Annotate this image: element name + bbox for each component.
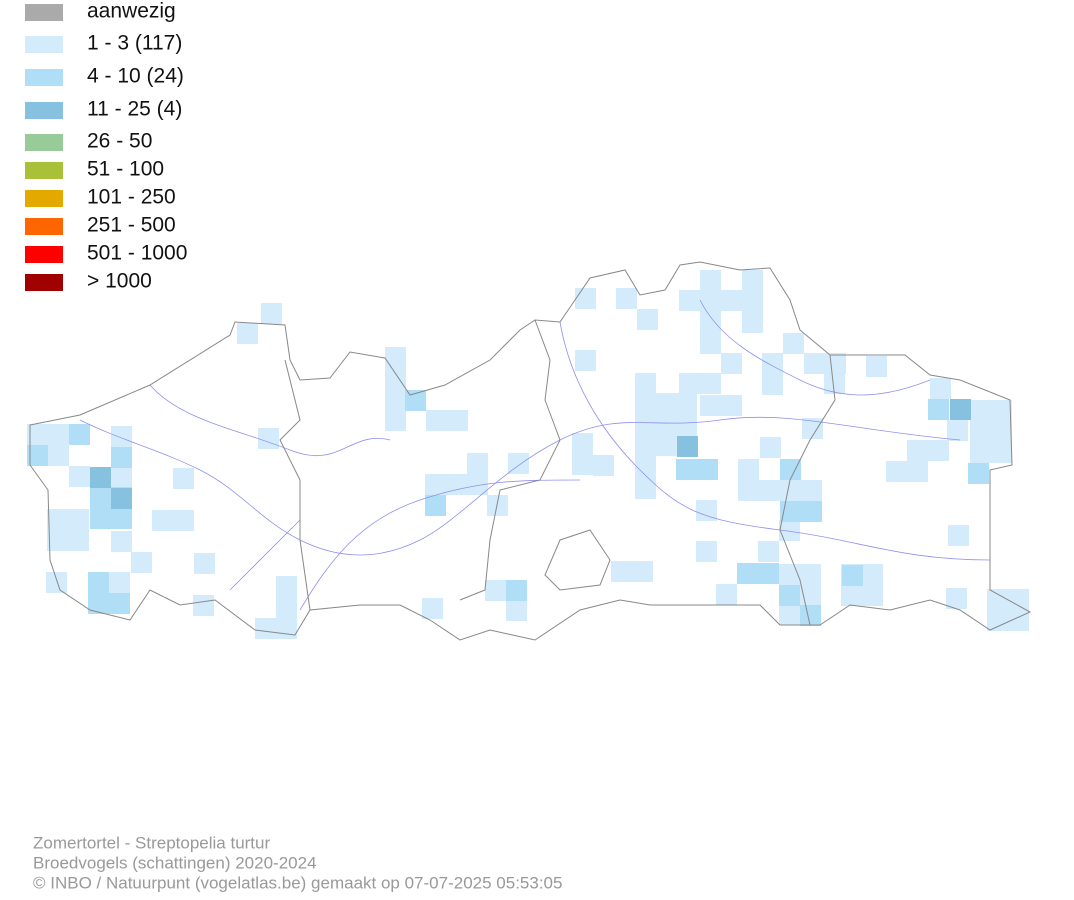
- footer-line: © INBO / Natuurpunt (vogelatlas.be) gema…: [33, 873, 562, 892]
- legend-label: 26 - 50: [87, 130, 152, 153]
- boundaries: [29, 261, 1032, 641]
- legend-label: 501 - 1000: [87, 242, 187, 265]
- legend-swatch: [25, 69, 63, 86]
- legend-label: 11 - 25 (4): [87, 98, 182, 121]
- legend-swatch: [25, 36, 63, 53]
- legend-label: 251 - 500: [87, 214, 176, 237]
- legend-label: aanwezig: [87, 0, 176, 23]
- legend-label: 4 - 10 (24): [87, 65, 184, 88]
- legend-label: 101 - 250: [87, 186, 176, 209]
- legend-swatch: [25, 246, 63, 263]
- legend-swatch: [25, 102, 63, 119]
- legend-label: 51 - 100: [87, 158, 164, 181]
- footer-line: Broedvogels (schattingen) 2020-2024: [33, 853, 317, 872]
- legend-swatch: [25, 190, 63, 207]
- legend-swatch: [25, 218, 63, 235]
- footer-line: Zomertortel - Streptopelia turtur: [33, 833, 270, 852]
- legend-label: 1 - 3 (117): [87, 32, 182, 55]
- legend-swatch: [25, 134, 63, 151]
- legend-label: > 1000: [87, 270, 152, 293]
- legend-swatch: [25, 4, 63, 21]
- map-squares: [27, 270, 1029, 639]
- rivers: [79, 299, 991, 611]
- legend-swatch: [25, 162, 63, 179]
- legend-swatch: [25, 274, 63, 291]
